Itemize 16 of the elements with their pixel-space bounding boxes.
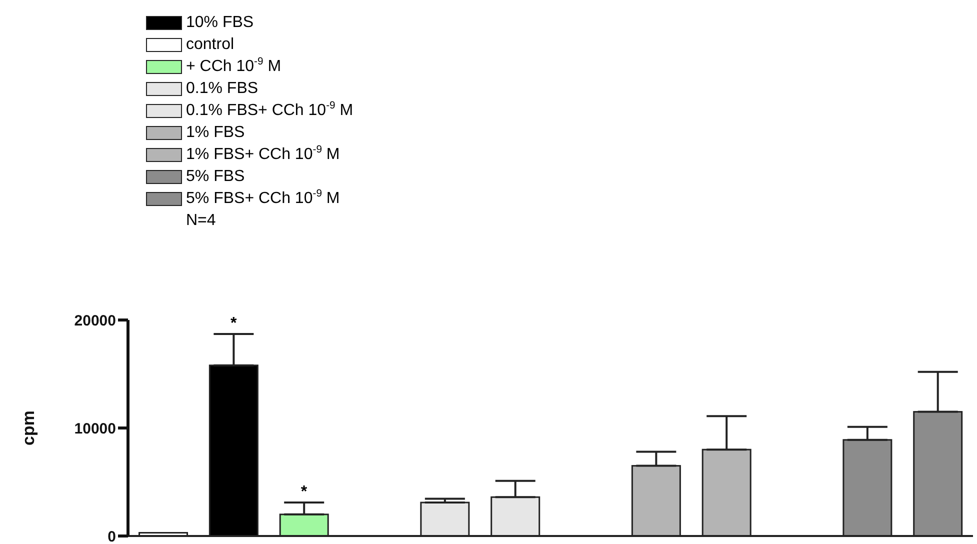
data-label: *: [300, 484, 308, 501]
legend-label: 1% FBS+ CCh 10$^{-9}$ M: [186, 144, 340, 165]
legend-label: 0.1% FBS+ CCh 10$^{-9}$ M: [186, 100, 354, 121]
data-label: *: [230, 315, 238, 332]
legend-label: 5% FBS+ CCh 10$^{-9}$ M: [186, 188, 340, 209]
legend-label: 10% FBS: [186, 13, 254, 33]
y-tick-label: 20000: [74, 312, 116, 330]
y-tick-label: 10000: [74, 420, 116, 438]
legend-label: 5% FBS: [186, 167, 245, 187]
legend-label: 1% FBS: [186, 123, 245, 143]
y-axis-title: cpm: [19, 410, 38, 446]
legend-label: + CCh 10$^{-9}$ M: [186, 56, 282, 77]
y-tick-label: 0: [108, 528, 116, 544]
text: N=4: [186, 211, 217, 231]
legend-label: 0.1% FBS: [186, 79, 258, 99]
legend-label: control: [186, 35, 234, 55]
